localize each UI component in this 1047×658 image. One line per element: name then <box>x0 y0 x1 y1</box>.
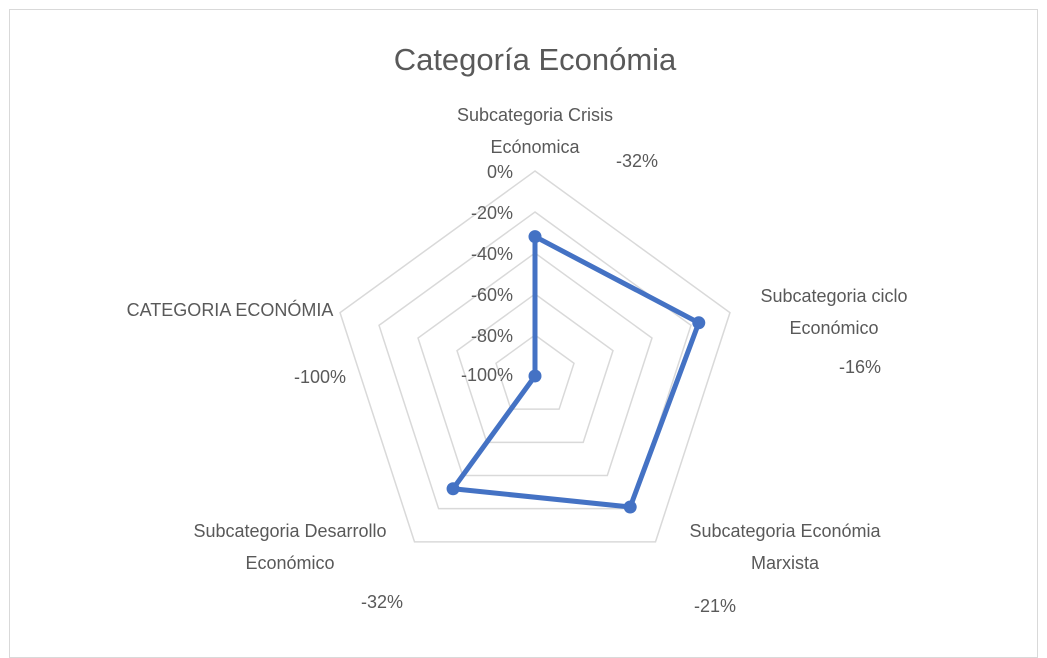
r-tick-label: -100% <box>461 365 513 385</box>
data-point <box>446 482 460 496</box>
category-line: Económico <box>245 553 334 573</box>
data-point <box>623 500 637 514</box>
r-tick-label: -20% <box>471 203 513 223</box>
chart-area <box>9 9 1038 658</box>
value-label: -100% <box>294 367 346 387</box>
category-label: Subcategoria ciclo Económico <box>760 286 907 338</box>
chart-title: Categoría Económia <box>394 42 677 77</box>
data-point <box>692 316 706 330</box>
value-label: -16% <box>839 357 881 377</box>
category-line: Marxista <box>751 553 820 573</box>
category-line: Económico <box>789 318 878 338</box>
grid-ring <box>339 170 731 543</box>
data-point <box>528 369 542 383</box>
grid-ring <box>456 293 614 444</box>
category-line: Subcategoria ciclo <box>760 286 907 306</box>
r-tick-label: -80% <box>471 326 513 346</box>
category-line: Subcategoria Económia <box>689 521 881 541</box>
grid-ring <box>495 334 575 410</box>
series-line <box>450 234 702 510</box>
grid-ring <box>417 252 653 477</box>
r-tick-label: -40% <box>471 244 513 264</box>
r-tick-label: -60% <box>471 285 513 305</box>
category-line: Ecónomica <box>490 137 580 157</box>
category-label: Subcategoria Desarrollo Económico <box>193 521 386 573</box>
category-label: Subcategoria Económia Marxista <box>689 521 881 573</box>
data-point <box>528 230 542 244</box>
value-label: -32% <box>616 151 658 171</box>
category-line: Subcategoria Desarrollo <box>193 521 386 541</box>
category-line: Subcategoria Crisis <box>457 105 613 125</box>
r-tick-label: 0% <box>487 162 513 182</box>
value-label: -21% <box>694 596 736 616</box>
category-label: Subcategoria Crisis Ecónomica <box>457 105 613 157</box>
category-label: CATEGORIA ECONÓMIA <box>127 299 334 320</box>
value-label: -32% <box>361 592 403 612</box>
